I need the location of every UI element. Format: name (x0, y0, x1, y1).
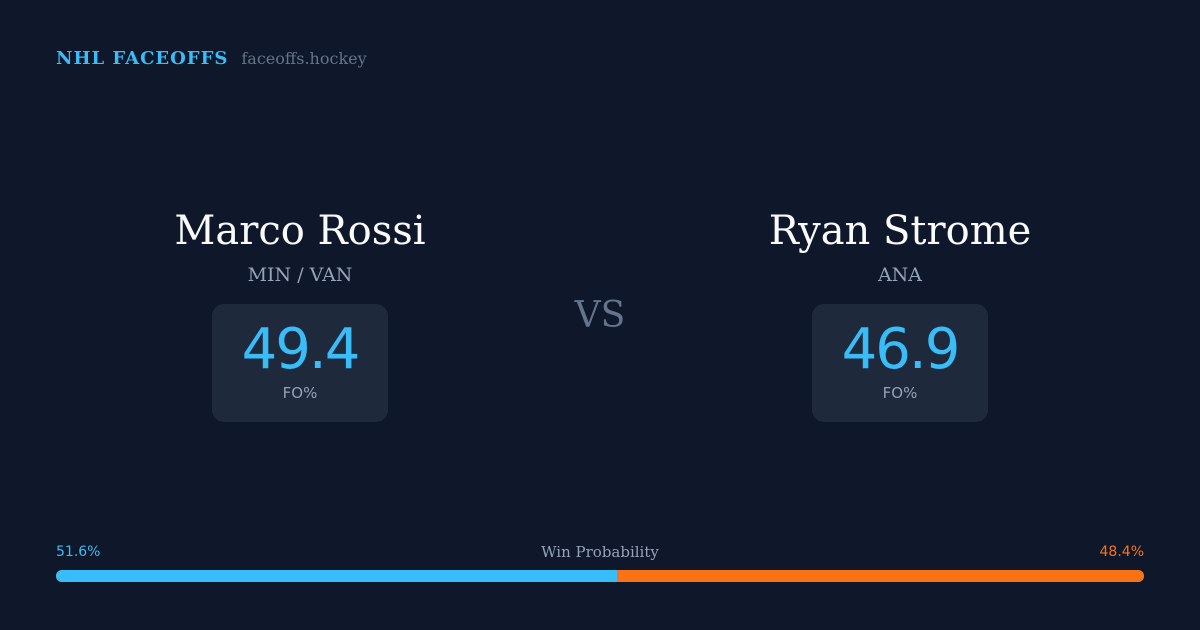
player-team: ANA (877, 264, 923, 286)
player-name: Ryan Strome (768, 208, 1032, 254)
brand-site: faceoffs.hockey (241, 49, 367, 68)
player-team: MIN / VAN (247, 264, 353, 286)
brand-header: NHL FACEOFFS faceoffs.hockey (56, 48, 367, 69)
win-probability-right: 48.4% (1099, 544, 1144, 560)
win-probability-bar-right (617, 570, 1144, 582)
player-right: Ryan Strome ANA 46.9 FO% (700, 205, 1100, 422)
win-probability-title: Win Probability (541, 543, 659, 561)
player-left: Marco Rossi MIN / VAN 49.4 FO% (100, 205, 500, 422)
stat-label: FO% (882, 384, 918, 402)
player-name: Marco Rossi (174, 208, 426, 254)
stat-value: 49.4 (241, 317, 361, 382)
win-probability-bar-left (56, 570, 618, 582)
brand-name: NHL FACEOFFS (56, 48, 229, 69)
versus-label: VS (574, 295, 626, 336)
win-probability-left: 51.6% (56, 544, 101, 560)
win-probability-bar (56, 570, 1144, 582)
win-probability-labels: 51.6% Win Probability 48.4% (56, 542, 1144, 562)
stat-card: 46.9 FO% (812, 304, 988, 422)
stat-card: 49.4 FO% (212, 304, 388, 422)
stat-label: FO% (282, 384, 318, 402)
stat-value: 46.9 (841, 317, 961, 382)
